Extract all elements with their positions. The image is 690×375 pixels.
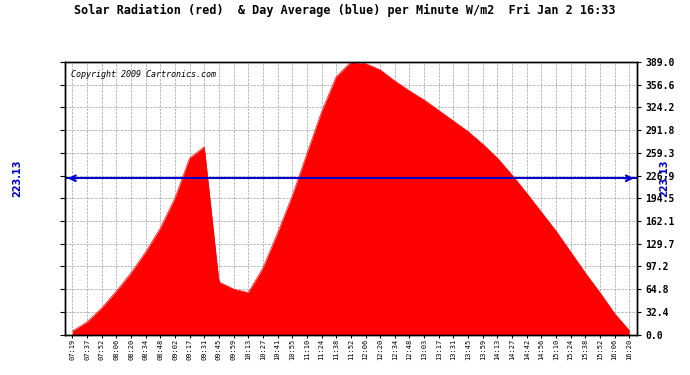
Text: 223.13: 223.13	[12, 159, 22, 197]
Text: 223.13: 223.13	[660, 159, 669, 197]
Text: Copyright 2009 Cartronics.com: Copyright 2009 Cartronics.com	[71, 70, 216, 79]
Text: Solar Radiation (red)  & Day Average (blue) per Minute W/m2  Fri Jan 2 16:33: Solar Radiation (red) & Day Average (blu…	[75, 4, 615, 17]
